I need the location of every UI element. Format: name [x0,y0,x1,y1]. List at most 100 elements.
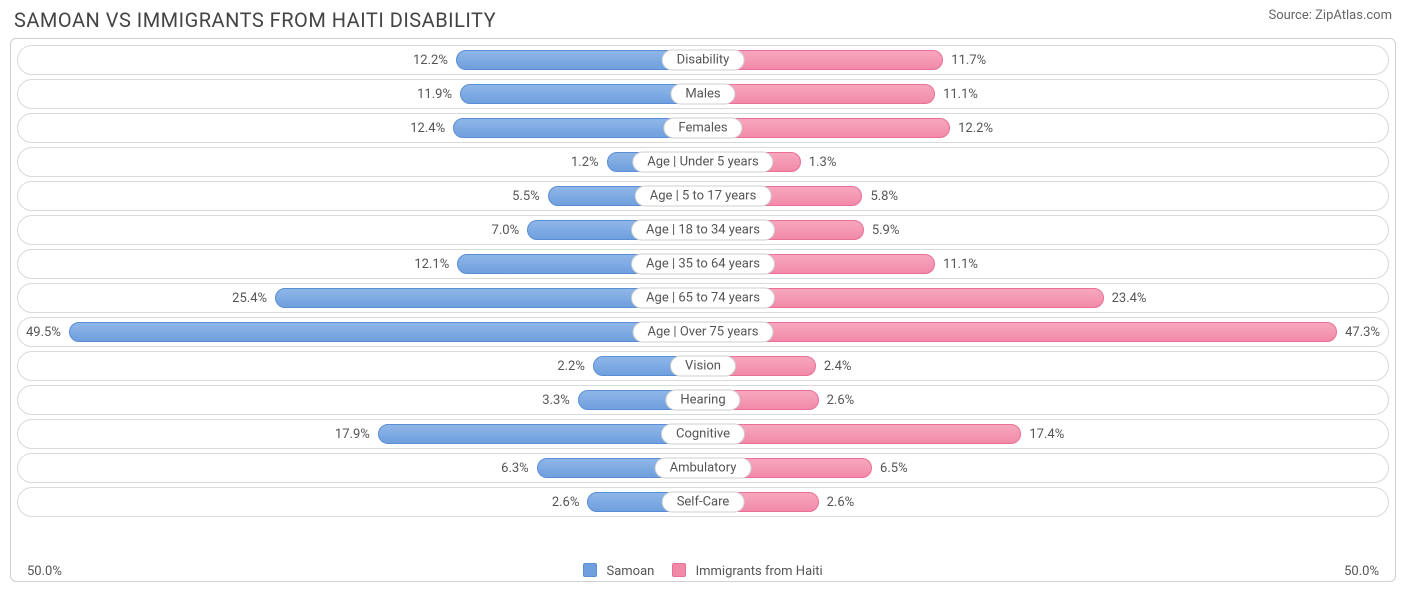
row-left: 5.5% [18,182,703,210]
value-left: 12.2% [405,53,456,68]
header: SAMOAN VS IMMIGRANTS FROM HAITI DISABILI… [0,0,1406,38]
value-left: 2.6% [544,495,588,510]
value-left: 7.0% [484,223,528,238]
chart-row: 49.5% 47.3% Age | Over 75 years [17,317,1389,347]
value-left: 5.5% [504,189,548,204]
row-left: 12.1% [18,250,703,278]
value-right: 5.8% [862,189,906,204]
value-right: 5.9% [864,223,908,238]
axis-left-label: 50.0% [27,564,62,579]
value-left: 12.1% [406,257,457,272]
row-right: 11.1% [703,250,1388,278]
row-right: 2.6% [703,386,1388,414]
category-label: Age | Over 75 years [633,322,774,343]
source-label: Source: ZipAtlas.com [1268,8,1392,23]
row-right: 12.2% [703,114,1388,142]
value-right: 23.4% [1104,291,1155,306]
value-left: 3.3% [534,393,578,408]
value-left: 2.2% [549,359,593,374]
row-right: 1.3% [703,148,1388,176]
row-left: 1.2% [18,148,703,176]
legend: Samoan Immigrants from Haiti [583,563,822,579]
chart-container: 12.2% 11.7% Disability 11.9% 11.1% Males 12.4%… [10,38,1396,582]
bar-right [703,84,935,104]
value-left: 49.5% [18,325,69,340]
bar-right [703,322,1337,342]
category-label: Ambulatory [655,458,752,479]
value-right: 11.1% [935,257,986,272]
value-left: 25.4% [224,291,275,306]
row-right: 11.7% [703,46,1388,74]
row-left: 17.9% [18,420,703,448]
legend-item-left: Samoan [583,563,654,579]
value-left: 17.9% [327,427,378,442]
row-left: 7.0% [18,216,703,244]
bar-left [69,322,703,342]
category-label: Vision [670,356,736,377]
chart-title: SAMOAN VS IMMIGRANTS FROM HAITI DISABILI… [14,8,496,32]
row-left: 12.2% [18,46,703,74]
chart-row: 5.5% 5.8% Age | 5 to 17 years [17,181,1389,211]
category-label: Age | Under 5 years [632,152,773,173]
chart-row: 2.6% 2.6% Self-Care [17,487,1389,517]
row-right: 2.4% [703,352,1388,380]
bar-left [378,424,703,444]
value-right: 6.5% [872,461,916,476]
bar-left [460,84,703,104]
row-left: 11.9% [18,80,703,108]
value-right: 17.4% [1021,427,1072,442]
chart-row: 11.9% 11.1% Males [17,79,1389,109]
chart-row: 25.4% 23.4% Age | 65 to 74 years [17,283,1389,313]
chart-row: 6.3% 6.5% Ambulatory [17,453,1389,483]
row-left: 49.5% [18,318,703,346]
value-left: 1.2% [563,155,607,170]
row-right: 5.9% [703,216,1388,244]
value-right: 2.4% [816,359,860,374]
legend-left-label: Samoan [606,564,654,579]
row-right: 11.1% [703,80,1388,108]
category-label: Age | 18 to 34 years [631,220,775,241]
category-label: Males [670,84,735,105]
bar-right [703,424,1021,444]
row-left: 12.4% [18,114,703,142]
row-left: 6.3% [18,454,703,482]
category-label: Self-Care [662,492,745,513]
value-right: 2.6% [819,495,863,510]
row-right: 5.8% [703,182,1388,210]
row-right: 6.5% [703,454,1388,482]
category-label: Cognitive [661,424,745,445]
chart-row: 12.1% 11.1% Age | 35 to 64 years [17,249,1389,279]
value-right: 12.2% [950,121,1001,136]
row-right: 2.6% [703,488,1388,516]
category-label: Disability [662,50,745,71]
value-right: 1.3% [801,155,845,170]
row-left: 2.2% [18,352,703,380]
chart-row: 2.2% 2.4% Vision [17,351,1389,381]
value-left: 11.9% [409,87,460,102]
chart-footer: 50.0% Samoan Immigrants from Haiti 50.0% [17,563,1389,579]
axis-right-label: 50.0% [1344,564,1379,579]
value-right: 47.3% [1337,325,1388,340]
row-right: 23.4% [703,284,1388,312]
value-right: 11.7% [943,53,994,68]
legend-right-label: Immigrants from Haiti [696,564,823,579]
chart-row: 17.9% 17.4% Cognitive [17,419,1389,449]
category-label: Hearing [665,390,740,411]
legend-item-right: Immigrants from Haiti [672,563,822,579]
category-label: Age | 35 to 64 years [631,254,775,275]
row-right: 17.4% [703,420,1388,448]
category-label: Age | 5 to 17 years [635,186,772,207]
chart-row: 1.2% 1.3% Age | Under 5 years [17,147,1389,177]
value-left: 6.3% [493,461,537,476]
value-left: 12.4% [402,121,453,136]
chart-row: 12.4% 12.2% Females [17,113,1389,143]
row-left: 25.4% [18,284,703,312]
row-left: 3.3% [18,386,703,414]
chart-row: 7.0% 5.9% Age | 18 to 34 years [17,215,1389,245]
category-label: Females [663,118,742,139]
chart-rows: 12.2% 11.7% Disability 11.9% 11.1% Males 12.4%… [17,45,1389,517]
value-right: 2.6% [819,393,863,408]
category-label: Age | 65 to 74 years [631,288,775,309]
row-left: 2.6% [18,488,703,516]
value-right: 11.1% [935,87,986,102]
